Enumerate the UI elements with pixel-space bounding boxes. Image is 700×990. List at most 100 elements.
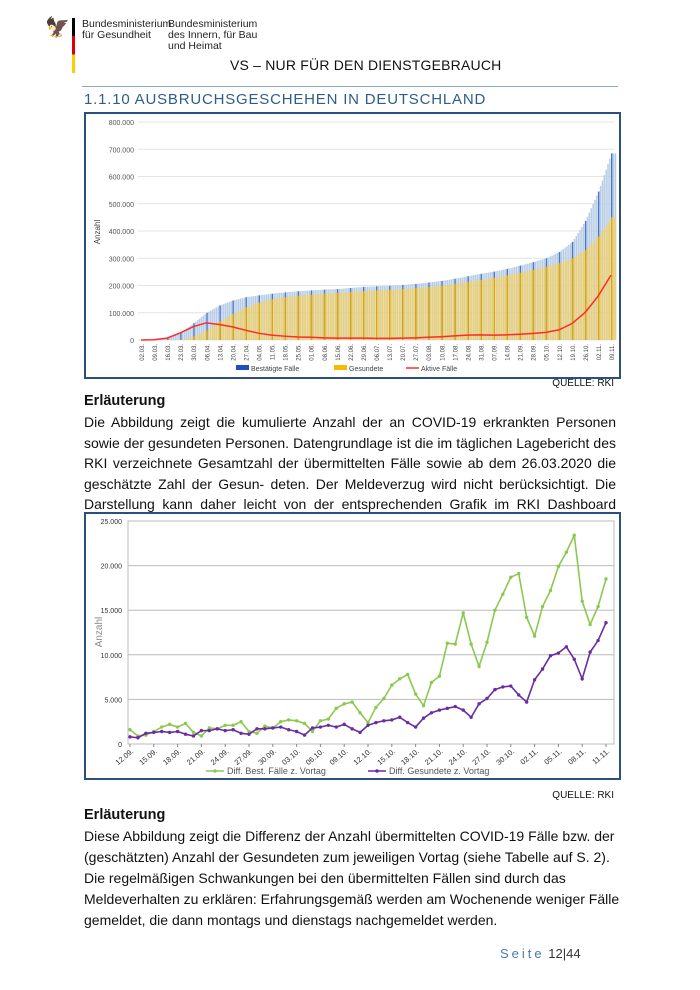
bar-recovered xyxy=(398,289,400,340)
bar-recovered xyxy=(206,330,208,340)
bar-recovered xyxy=(519,272,522,340)
bar-recovered xyxy=(387,289,389,340)
bar-recovered xyxy=(396,289,399,340)
bar-recovered xyxy=(463,282,466,340)
bar-recovered xyxy=(491,278,494,340)
series-recovered-point xyxy=(485,696,489,701)
x-tick-label: 20.07. xyxy=(401,344,407,361)
series-recovered-point xyxy=(199,728,204,733)
series-cases-point xyxy=(191,730,196,735)
bar-recovered xyxy=(614,217,617,340)
series-recovered-point xyxy=(509,684,513,688)
x-tick-label: 06.10. xyxy=(304,747,326,767)
series-recovered-point xyxy=(501,685,505,689)
series-cases-point xyxy=(548,588,553,593)
series-recovered-point xyxy=(271,726,275,730)
bar-recovered xyxy=(374,290,376,340)
series-recovered-point xyxy=(215,727,219,731)
bar-confirmed xyxy=(176,334,178,340)
y-tick-label: 10.000 xyxy=(101,653,123,660)
bar-recovered xyxy=(252,304,255,340)
bar-recovered xyxy=(364,291,367,340)
bar-confirmed xyxy=(204,314,206,340)
bar-recovered xyxy=(340,292,343,340)
series-cases-point xyxy=(247,729,251,734)
series-recovered-point xyxy=(286,728,291,732)
x-tick-label: 21.09. xyxy=(185,747,207,767)
bar-recovered xyxy=(275,298,277,340)
y-tick-label: 0 xyxy=(130,338,134,345)
bar-recovered xyxy=(510,274,512,340)
series-cases-point xyxy=(445,641,450,645)
legend-label: Bestätigte Fälle xyxy=(251,366,299,373)
bar-recovered xyxy=(443,285,445,340)
source-label: QUELLE: RKI xyxy=(552,378,614,389)
bar-recovered xyxy=(219,321,221,340)
footer-label: Seite xyxy=(500,946,545,961)
bar-recovered xyxy=(541,267,544,340)
x-tick-label: 02.11. xyxy=(597,344,603,361)
bar-recovered xyxy=(269,299,272,340)
ministry-line: und Heimat xyxy=(168,40,222,52)
series-cases-point xyxy=(207,726,212,730)
bar-recovered xyxy=(308,294,311,340)
bar-recovered xyxy=(243,308,246,340)
series-recovered-point xyxy=(548,653,553,658)
bar-recovered xyxy=(527,271,529,340)
series-recovered-point xyxy=(429,711,434,715)
bar-recovered xyxy=(316,294,318,340)
bar-recovered xyxy=(260,302,262,340)
series-cases-point xyxy=(334,706,338,711)
series-cases-point xyxy=(326,717,331,721)
bar-recovered xyxy=(545,266,548,340)
bar-recovered xyxy=(601,231,604,340)
bar-recovered xyxy=(389,289,391,340)
x-tick-label: 06.07. xyxy=(375,344,381,361)
bar-recovered xyxy=(336,292,339,340)
y-axis-label: Anzahl xyxy=(93,220,102,245)
bar-confirmed xyxy=(163,338,165,340)
bar-recovered xyxy=(277,298,279,340)
series-cases-point xyxy=(310,729,315,734)
bar-confirmed xyxy=(198,318,201,340)
bar-recovered xyxy=(349,292,352,340)
bar-recovered xyxy=(521,272,523,340)
bar-confirmed xyxy=(211,309,214,340)
series-recovered-point xyxy=(604,620,608,625)
y-tick-label: 600.000 xyxy=(109,175,134,182)
x-tick-label: 03.10. xyxy=(280,747,302,767)
x-tick-label: 27.10. xyxy=(471,747,493,767)
bar-recovered xyxy=(506,275,509,340)
series-cases-point xyxy=(350,700,354,704)
bar-recovered xyxy=(549,265,551,340)
x-tick-label: 11.11. xyxy=(590,747,611,767)
series-recovered-point xyxy=(374,720,378,725)
series-recovered-point xyxy=(231,728,235,732)
x-tick-label: 26.10. xyxy=(584,344,590,361)
bar-recovered xyxy=(592,242,594,340)
bar-recovered xyxy=(385,290,387,340)
x-tick-label: 19.10. xyxy=(571,344,577,361)
bar-recovered xyxy=(305,295,307,340)
bar-recovered xyxy=(236,312,238,340)
bar-recovered xyxy=(525,271,527,340)
bar-recovered xyxy=(210,327,212,340)
bar-recovered xyxy=(555,264,557,340)
x-tick-label: 17.08. xyxy=(453,344,459,361)
page-number: 12 xyxy=(548,946,563,961)
x-tick-label: 09.11. xyxy=(610,344,616,361)
bar-recovered xyxy=(323,293,326,340)
bar-recovered xyxy=(241,309,244,340)
x-tick-label: 30.03. xyxy=(192,344,198,361)
bar-recovered xyxy=(208,329,210,340)
y-axis-label: Anzahl xyxy=(94,617,105,648)
y-tick-label: 200.000 xyxy=(109,284,134,291)
y-tick-label: 20.000 xyxy=(101,564,123,571)
series-recovered-point xyxy=(263,727,267,731)
bar-recovered xyxy=(573,257,576,340)
bar-recovered xyxy=(588,246,591,340)
bar-confirmed xyxy=(187,327,190,340)
bar-recovered xyxy=(599,233,602,340)
x-tick-label: 05.11. xyxy=(542,747,563,767)
y-tick-label: 15.000 xyxy=(101,608,123,615)
